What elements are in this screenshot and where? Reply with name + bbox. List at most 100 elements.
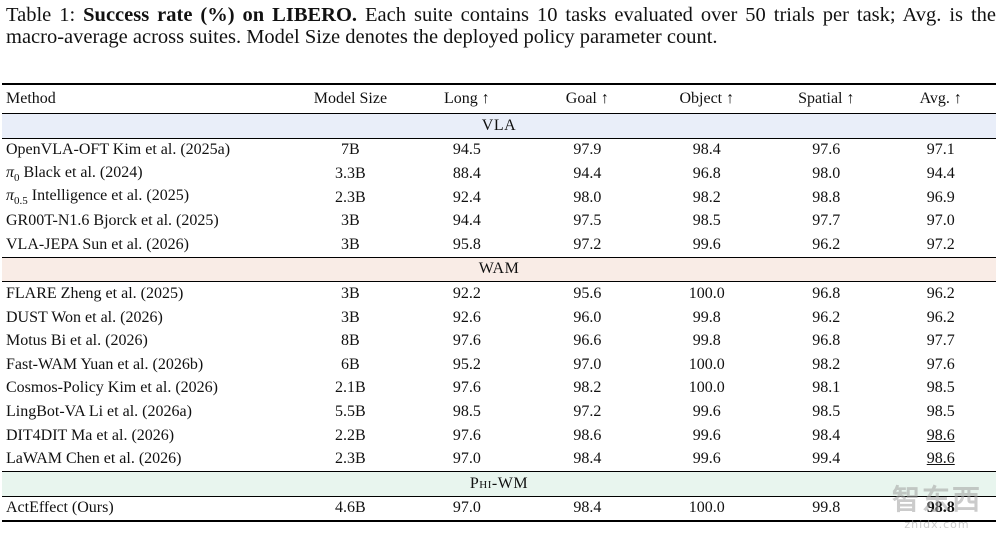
cell-method: LaWAM Chen et al. (2026) <box>6 450 182 468</box>
header-goal: Goal ↑ <box>528 84 647 114</box>
cell-long: 97.0 <box>452 450 481 468</box>
cell-goal: 98.0 <box>573 188 602 206</box>
cell-long: 95.2 <box>452 355 481 373</box>
cell-avg: 97.1 <box>926 141 955 159</box>
header-long: Long ↑ <box>405 84 529 114</box>
header-avg: Avg. ↑ <box>885 84 996 114</box>
cell-model-size: 6B <box>341 355 360 373</box>
cell-spatial: 99.8 <box>767 496 886 523</box>
cell-long: 97.0 <box>405 496 529 523</box>
cell-model-size: 2.3B <box>335 188 366 206</box>
cell-long: 92.2 <box>452 284 481 302</box>
cell-goal: 97.5 <box>573 212 602 230</box>
header-model-size: Model Size <box>295 84 406 114</box>
caption-title: Success rate (%) on LIBERO. <box>83 4 358 26</box>
cell-object: 100.0 <box>646 496 768 523</box>
cell-method: Cosmos-Policy Kim et al. (2026) <box>6 379 218 397</box>
group-row-wam: WAM <box>2 256 996 283</box>
cell-method: ActEffect (Ours) <box>2 496 296 523</box>
wam-section: FLARE Zheng et al. (2025) 3B 92.2 95.6 100.0… <box>2 282 996 472</box>
cell-long: 92.4 <box>452 188 481 206</box>
cell-long: 94.4 <box>452 212 481 230</box>
cell-goal: 97.0 <box>573 355 602 373</box>
cell-goal: 95.6 <box>573 284 602 302</box>
table-row: Motus Bi et al. (2026) 8B 97.6 96.6 99.8 96.8… <box>2 329 996 353</box>
cell-model-size: 8B <box>341 332 360 350</box>
results-table: Method Model Size Long ↑ Goal ↑ Object ↑… <box>2 84 996 523</box>
table-row: LaWAM Chen et al. (2026) 2.3B 97.0 98.4 99.6… <box>2 447 996 471</box>
caption-label: Table 1: <box>6 4 76 26</box>
cell-avg: 97.2 <box>926 235 955 253</box>
cell-goal: 98.4 <box>573 450 602 468</box>
cell-avg: 96.2 <box>926 308 955 326</box>
cell-method: DIT4DIT Ma et al. (2026) <box>6 426 175 444</box>
watermark-subtext: zhidx.com <box>904 518 970 531</box>
cell-avg: 97.6 <box>926 355 955 373</box>
group-row-phi: Phi-WM <box>2 470 996 497</box>
cell-method: DUST Won et al. (2026) <box>6 308 163 326</box>
cell-spatial: 98.5 <box>812 402 841 420</box>
table-row: LingBot-VA Li et al. (2026a) 5.5B 98.5 97.2… <box>2 400 996 424</box>
cell-object: 99.6 <box>692 450 721 468</box>
cell-spatial: 96.8 <box>812 284 841 302</box>
cell-model-size: 3.3B <box>335 164 366 182</box>
cell-model-size: 3B <box>341 212 360 230</box>
cell-method: π0.5 Intelligence et al. (2025) <box>6 187 190 208</box>
header-spatial: Spatial ↑ <box>767 84 886 114</box>
cell-model-size: 2.3B <box>335 450 366 468</box>
cell-model-size: 3B <box>341 308 360 326</box>
cell-goal: 98.4 <box>528 496 647 523</box>
cell-method: OpenVLA-OFT Kim et al. (2025a) <box>6 141 231 159</box>
cell-avg: 98.5 <box>926 379 955 397</box>
cell-method: GR00T-N1.6 Bjorck et al. (2025) <box>6 212 219 230</box>
cell-avg: 94.4 <box>926 164 955 182</box>
cell-goal: 97.2 <box>573 402 602 420</box>
cell-avg: 96.2 <box>926 284 955 302</box>
table-row: OpenVLA-OFT Kim et al. (2025a) 7B 94.5 97.9… <box>2 138 996 162</box>
cell-goal: 98.2 <box>573 379 602 397</box>
cell-avg: 97.0 <box>926 212 955 230</box>
cell-object: 99.6 <box>692 402 721 420</box>
cell-long: 98.5 <box>452 402 481 420</box>
cell-object: 98.4 <box>692 141 721 159</box>
table-row: FLARE Zheng et al. (2025) 3B 92.2 95.6 100.0… <box>2 282 996 306</box>
cell-object: 96.8 <box>692 164 721 182</box>
cell-goal: 97.9 <box>573 141 602 159</box>
header-method: Method <box>2 84 296 114</box>
cell-avg: 98.8 <box>885 496 996 523</box>
cell-object: 98.5 <box>692 212 721 230</box>
cell-spatial: 98.0 <box>812 164 841 182</box>
cell-object: 99.8 <box>692 308 721 326</box>
cell-model-size: 3B <box>341 284 360 302</box>
caption-text: Each suite contains 10 tasks evaluated o… <box>6 4 997 48</box>
cell-method: FLARE Zheng et al. (2025) <box>6 284 184 302</box>
cell-spatial: 96.8 <box>812 332 841 350</box>
vla-section: OpenVLA-OFT Kim et al. (2025a) 7B 94.5 97.9… <box>2 138 996 257</box>
cell-object: 99.8 <box>692 332 721 350</box>
cell-object: 98.2 <box>692 188 721 206</box>
cell-spatial: 98.1 <box>812 379 841 397</box>
watermark-logo: 智东西 zhidx.com <box>892 478 982 531</box>
cell-avg: 98.6 <box>926 426 955 444</box>
cell-avg: 96.9 <box>926 188 955 206</box>
table-row: VLA-JEPA Sun et al. (2026) 3B 95.8 97.2 99.6… <box>2 233 996 257</box>
cell-long: 94.5 <box>452 141 481 159</box>
cell-goal: 94.4 <box>573 164 602 182</box>
cell-spatial: 97.6 <box>812 141 841 159</box>
cell-long: 92.6 <box>452 308 481 326</box>
cell-goal: 96.6 <box>573 332 602 350</box>
table-row: Fast-WAM Yuan et al. (2026b) 6B 95.2 97.0 10… <box>2 353 996 377</box>
cell-avg: 98.6 <box>926 450 955 468</box>
header-object: Object ↑ <box>646 84 768 114</box>
cell-object: 100.0 <box>688 284 725 302</box>
cell-spatial: 98.2 <box>812 355 841 373</box>
table-row: π0.5 Intelligence et al. (2025) 2.3B 92.4 9… <box>2 186 996 210</box>
cell-spatial: 96.2 <box>812 308 841 326</box>
table-row: Cosmos-Policy Kim et al. (2026) 2.1B 97.6 9… <box>2 377 996 401</box>
cell-goal: 98.6 <box>573 426 602 444</box>
cell-method: Fast-WAM Yuan et al. (2026b) <box>6 355 204 373</box>
cell-model-size: 3B <box>341 235 360 253</box>
cell-method: VLA-JEPA Sun et al. (2026) <box>6 235 189 253</box>
cell-model-size: 5.5B <box>335 402 366 420</box>
table-caption: Table 1: Success rate (%) on LIBERO. Eac… <box>6 4 996 48</box>
